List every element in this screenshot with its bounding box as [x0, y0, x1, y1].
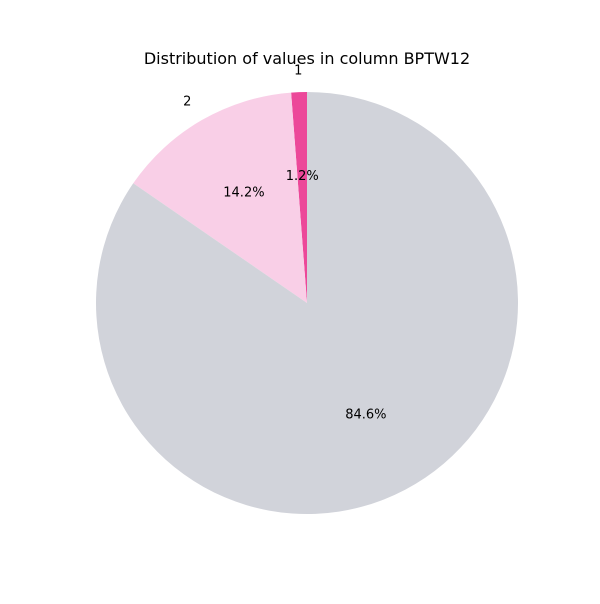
slice-category-label: 2	[183, 94, 191, 109]
pie-slice-3	[95, 92, 518, 514]
slice-percentage-label: 84.6%	[345, 408, 386, 423]
slice-percentage-label: 14.2%	[223, 186, 264, 201]
pie-slice-1	[291, 92, 307, 303]
pie-slices	[95, 92, 518, 514]
slice-percentage-label: 1.2%	[286, 169, 319, 184]
pie-slice-2	[133, 92, 307, 303]
pie-labels: 1 1.2% 2 14.2% 84.6%	[183, 64, 386, 423]
chart-title: Distribution of values in column BPTW12	[144, 49, 470, 68]
slice-category-label: 1	[294, 64, 302, 79]
